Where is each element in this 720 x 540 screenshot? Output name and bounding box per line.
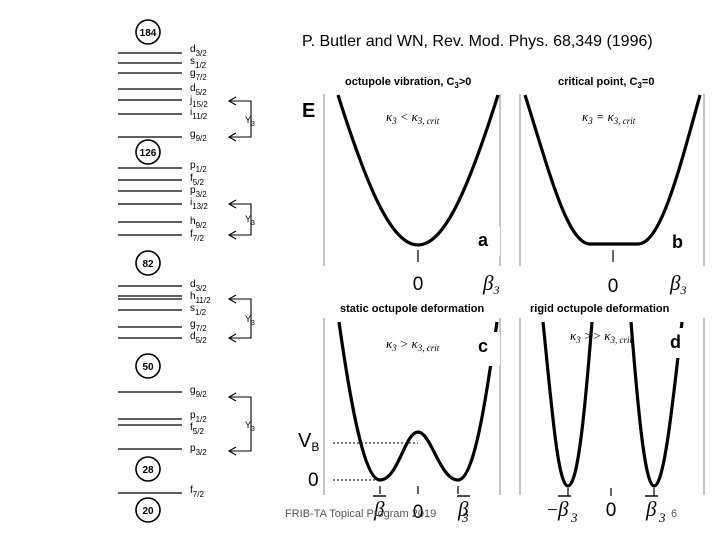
- svg-text:f5/2: f5/2: [190, 173, 204, 187]
- panel-c-origin-label: 0: [413, 502, 424, 523]
- svg-text:82: 82: [142, 259, 154, 270]
- svg-text:50: 50: [142, 362, 154, 373]
- svg-text:f7/2: f7/2: [190, 229, 204, 243]
- orbital-labels-group-5: f7/2: [190, 485, 204, 499]
- svg-text:d5/2: d5/2: [190, 331, 207, 345]
- panel-c-heading: static octupole deformation: [340, 303, 485, 315]
- panel-c-beta-bar-right: β: [457, 497, 469, 521]
- panel-b-potential-curve: [523, 94, 702, 246]
- panel-c-kappa-relation: κ3 > κ3, crit: [386, 336, 440, 353]
- magic-circle-82: 82: [135, 250, 161, 276]
- citation-reference: P. Butler and WN, Rev. Mod. Phys. 68,349…: [302, 33, 653, 50]
- svg-text:d3/2: d3/2: [190, 279, 207, 293]
- panel-a-beta-label: β3: [482, 271, 499, 297]
- panel-a-potential-curve: [336, 94, 500, 247]
- svg-text:d3/2: d3/2: [190, 44, 207, 58]
- coupling-label-3: Y3: [245, 314, 255, 327]
- orbital-labels-group-1: d3/2 s1/2 g7/2 d5/2 j15/2 i11/2 g9/2: [189, 44, 208, 143]
- svg-text:28: 28: [142, 465, 154, 476]
- panel-d-minus-sign: −: [547, 500, 558, 521]
- magic-circle-28: 28: [135, 456, 161, 482]
- level-lines-group-4: [118, 391, 182, 450]
- panel-a: octupole vibration, C3>0 κ3 < κ3, crit a 0…: [323, 76, 501, 297]
- svg-text:g9/2: g9/2: [190, 129, 207, 143]
- panel-c-beta-subscript: 3: [461, 510, 469, 525]
- panel-d-beta-sub-right: 3: [658, 510, 666, 525]
- orbital-labels-group-2: p1/2 f5/2 p3/2 i13/2 h9/2 f7/2: [190, 160, 208, 243]
- panel-a-heading: octupole vibration, C3>0: [345, 76, 471, 90]
- coupling-bracket-1: [227, 96, 252, 142]
- coupling-label-2: Y3: [245, 214, 255, 227]
- svg-text:g7/2: g7/2: [190, 319, 207, 333]
- svg-text:126: 126: [140, 148, 157, 159]
- svg-text:p3/2: p3/2: [190, 443, 207, 457]
- svg-text:p1/2: p1/2: [190, 410, 207, 424]
- magic-circle-50: 50: [135, 353, 161, 379]
- panel-c-beta-bar-left: β: [373, 497, 385, 521]
- svg-text:184: 184: [140, 28, 157, 39]
- panel-c: static octupole deformation κ3 > κ3, crit …: [298, 303, 501, 525]
- svg-text:g9/2: g9/2: [190, 385, 207, 399]
- panel-d-beta-bar-right: β: [645, 497, 657, 521]
- panel-b-kappa-relation: κ3 = κ3, crit: [582, 109, 636, 126]
- panel-d-right-well: [629, 321, 684, 488]
- panel-d-beta-bar-left: β: [557, 497, 569, 521]
- panel-d-heading: rigid octupole deformation: [530, 303, 670, 315]
- orbital-labels-group-4: g9/2 p1/2 f5/2 p3/2: [190, 385, 207, 457]
- panel-a-origin-label: 0: [413, 274, 424, 295]
- magic-circle-126: 126: [135, 139, 161, 165]
- svg-text:d5/2: d5/2: [190, 83, 207, 97]
- panel-a-letter-box: [472, 226, 500, 256]
- svg-text:p1/2: p1/2: [190, 160, 207, 174]
- panel-d-letter: d: [670, 332, 681, 352]
- energy-axis-label: E: [302, 100, 315, 122]
- magic-circle-184: 184: [135, 19, 161, 45]
- panel-c-vb-label: VB: [298, 430, 319, 454]
- svg-text:h11/2: h11/2: [190, 291, 211, 305]
- svg-text:i11/2: i11/2: [190, 107, 208, 121]
- level-lines-group-3: [118, 285, 182, 339]
- level-scheme: 184 126 82 50 28 20: [118, 19, 255, 523]
- svg-text:f5/2: f5/2: [190, 422, 204, 436]
- orbital-labels-group-3: d3/2 h11/2 s1/2 g7/2 d5/2: [190, 279, 211, 345]
- coupling-bracket-4: [227, 392, 252, 456]
- svg-text:s1/2: s1/2: [190, 56, 207, 70]
- panel-b-beta-label: β3: [669, 271, 686, 297]
- panel-b-letter-box: [666, 228, 700, 256]
- svg-text:s1/2: s1/2: [190, 303, 207, 317]
- panel-c-zero-label: 0: [308, 470, 319, 491]
- panel-b-origin-label: 0: [608, 276, 619, 297]
- slide-number: 6: [671, 508, 678, 520]
- magic-circle-20: 20: [135, 497, 161, 523]
- svg-text:g7/2: g7/2: [190, 68, 207, 82]
- slide-footer: FRIB-TA Topical Program 2019: [285, 508, 437, 520]
- svg-text:p3/2: p3/2: [190, 185, 207, 199]
- svg-text:j15/2: j15/2: [189, 95, 208, 109]
- panel-c-letter-box: [472, 332, 500, 366]
- panel-d-letter-box: [664, 328, 700, 358]
- panel-d-kappa-relation: κ3 >> κ3, crit: [570, 328, 633, 345]
- panel-c-potential-curve: [337, 321, 499, 482]
- svg-text:h9/2: h9/2: [190, 216, 207, 230]
- panel-d-origin-label: 0: [606, 500, 617, 521]
- svg-text:20: 20: [142, 506, 154, 517]
- panel-b: critical point, C3=0 κ3 = κ3, crit b 0 β3: [519, 76, 705, 297]
- panel-a-kappa-relation: κ3 < κ3, crit: [386, 109, 440, 126]
- level-lines-group-2: [118, 167, 182, 236]
- panel-b-heading: critical point, C3=0: [558, 76, 654, 90]
- level-lines-group-1: [118, 52, 182, 138]
- panel-a-letter: a: [478, 230, 489, 250]
- panel-d-left-well: [541, 321, 594, 488]
- coupling-label-4: Y3: [245, 420, 255, 433]
- panel-d-beta-sub-left: 3: [570, 510, 578, 525]
- coupling-bracket-2: [227, 199, 252, 240]
- coupling-label-1: Y3: [245, 115, 255, 128]
- svg-text:i13/2: i13/2: [190, 197, 208, 211]
- svg-text:f7/2: f7/2: [190, 485, 204, 499]
- panel-d: rigid octupole deformation κ3 >> κ3, crit …: [519, 303, 705, 525]
- coupling-bracket-3: [227, 294, 252, 343]
- panel-c-letter: c: [478, 336, 488, 356]
- panel-b-letter: b: [672, 232, 683, 252]
